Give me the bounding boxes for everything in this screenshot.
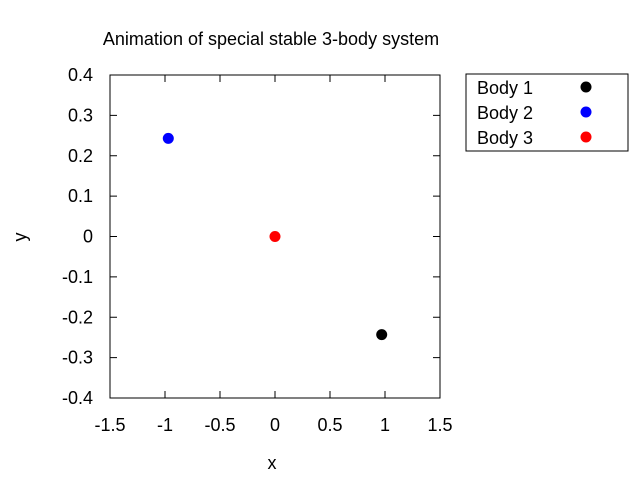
legend-marker [580,106,592,118]
y-tick-label: 0.1 [68,186,93,206]
y-tick-label: -0.4 [62,388,93,408]
point-body-3 [269,231,281,242]
y-tick-label: 0.2 [68,146,93,166]
data-points [162,132,388,341]
legend-marker [580,131,592,143]
y-tick-label: 0.3 [68,105,93,125]
x-tick-label: 1.5 [427,415,452,435]
point-body-1 [376,329,388,341]
point-body-2 [162,132,174,144]
x-axis-label: x [268,453,277,473]
legend-label: Body 1 [477,78,533,98]
legend-label: Body 2 [477,103,533,123]
x-axis: -1.5 -1 -0.5 0 0.5 1 1.5 [94,75,453,435]
y-tick-label: -0.3 [62,348,93,368]
legend: Body 1 Body 2 Body 3 [465,73,629,152]
x-tick-label: 0 [270,415,280,435]
x-tick-label: -1 [157,415,173,435]
y-tick-label: 0 [83,227,93,247]
x-tick-label: -1.5 [94,415,125,435]
legend-marker [580,81,592,93]
legend-box [465,73,629,152]
x-tick-label: 1 [380,415,390,435]
y-tick-label: -0.2 [62,307,93,327]
x-tick-label: 0.5 [317,415,342,435]
y-axis: 0.4 0.3 0.2 0.1 0 -0.1 -0.2 -0.3 -0.4 [62,65,440,408]
legend-label: Body 3 [477,128,533,148]
chart-title: Animation of special stable 3-body syste… [103,29,439,49]
y-tick-label: 0.4 [68,65,93,85]
y-tick-label: -0.1 [62,267,93,287]
x-tick-label: -0.5 [204,415,235,435]
y-axis-label: y [10,233,30,242]
